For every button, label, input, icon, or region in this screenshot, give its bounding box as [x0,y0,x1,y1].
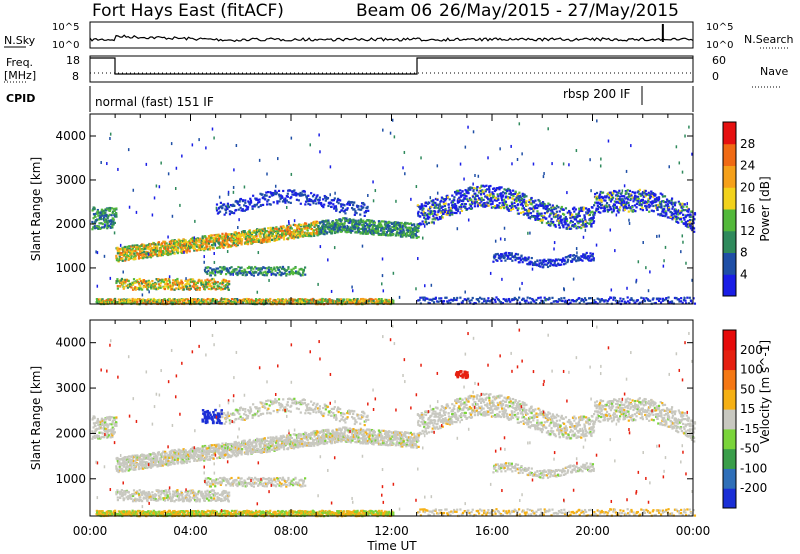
noise-tick-top: 10^5 [52,22,79,33]
velocity-ytick-label: 1000 [55,472,86,486]
power-colorbar: 4 8 12 16 20 24 28 [722,121,755,297]
time-tick-label: 08:00 [274,524,309,538]
time-axis-ticks: 00:00 04:00 08:00 12:00 16:00 20:00 00:00 [73,524,711,538]
power-colorbar-tick: 24 [740,159,755,173]
power-colorbar-tick: 20 [740,180,755,194]
station-title: Fort Hays East (fitACF) [92,1,284,21]
velocity-colorbar-label: Velocity [m s^-1] [758,340,772,444]
freq-tick-top: 18 [66,54,80,67]
velocity-panel: 1000 2000 3000 4000 Slant Range [km] [29,319,697,518]
noise-panel: 10^5 10^0 10^5 10^0 [52,21,733,51]
noise-right-tick-bottom: 10^0 [706,40,733,51]
freq-right-tick-top: 60 [712,54,726,67]
time-tick-label: 00:00 [676,524,711,538]
nave-label: Nave [760,65,788,78]
power-panel: 1000 2000 3000 4000 Slant Range [km] [29,113,697,306]
time-tick-label: 00:00 [73,524,108,538]
freq-label: Freq. [6,56,33,69]
nsearch-label: N.Search [744,33,794,46]
power-axes: 1000 2000 3000 4000 [55,114,694,304]
date-range: 26/May/2015 - 27/May/2015 [439,1,679,21]
velocity-colorbar-tick: -200 [740,481,767,495]
velocity-ytick-label: 2000 [55,426,86,440]
velocity-axes: 1000 2000 3000 4000 [55,320,694,516]
velocity-ylabel: Slant Range [km] [29,366,43,470]
velocity-colorbar-tick: -50 [740,442,760,456]
power-colorbar-tick: 12 [740,224,755,238]
power-ytick-label: 4000 [55,129,86,143]
velocity-colorbar-tick: 50 [740,382,755,396]
cpid-mode-1: normal (fast) 151 IF [95,95,214,109]
freq-trace [90,57,693,75]
time-tick-label: 16:00 [475,524,510,538]
freq-unit-label: [MHz] [4,69,36,82]
time-axis-label: Time UT [366,539,417,553]
power-ytick-label: 2000 [55,217,86,231]
velocity-colorbar-tick: 200 [740,343,763,357]
freq-panel: 18 8 60 0 [66,54,726,83]
power-colorbar-tick: 4 [740,267,748,281]
velocity-colorbar-tick: -15 [740,422,760,436]
freq-right-tick-bottom: 0 [712,70,719,83]
velocity-colorbar-tick: 100 [740,363,763,377]
freq-tick-bottom: 8 [72,70,79,83]
power-colorbar-label: Power [dB] [758,176,772,241]
time-tick-label: 20:00 [575,524,610,538]
noise-right-tick-top: 10^5 [706,22,733,33]
velocity-colorbar-tick: -100 [740,461,767,475]
time-tick-label: 04:00 [173,524,208,538]
power-ylabel: Slant Range [km] [29,157,43,261]
nsky-label: N.Sky [4,34,36,47]
velocity-ytick-label: 3000 [55,381,86,395]
power-colorbar-tick: 16 [740,202,755,216]
velocity-colorbar-tick: 15 [740,402,755,416]
cpid-mode-2: rbsp 200 IF [563,87,630,101]
power-colorbar-tick: 28 [740,137,755,151]
cpid-label: CPID [6,92,35,105]
noise-tick-bottom: 10^0 [52,40,79,51]
velocity-ytick-label: 4000 [55,336,86,350]
time-tick-label: 12:00 [374,524,409,538]
noise-trace [89,24,694,43]
velocity-scatter [91,324,697,518]
power-ytick-label: 1000 [55,261,86,275]
velocity-colorbar: 200 100 50 15 -15 -50 -100 -200 [722,329,767,509]
cpid-panel: normal (fast) 151 IF rbsp 200 IF [89,86,694,112]
power-colorbar-tick: 8 [740,246,748,260]
beam-label: Beam 06 [356,1,432,21]
power-ytick-label: 3000 [55,173,86,187]
power-scatter [91,118,697,306]
